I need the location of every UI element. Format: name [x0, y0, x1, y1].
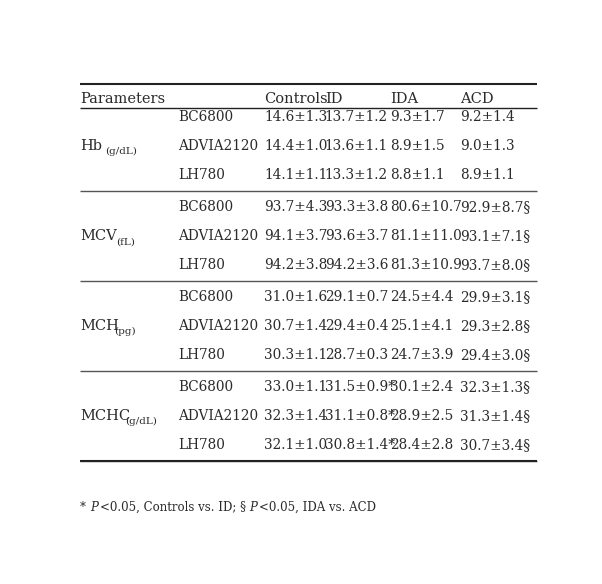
- Text: BC6800: BC6800: [178, 200, 233, 214]
- Text: 30.3±1.1: 30.3±1.1: [264, 347, 327, 361]
- Text: 14.6±1.3: 14.6±1.3: [264, 110, 327, 124]
- Text: BC6800: BC6800: [178, 290, 233, 304]
- Text: 81.3±10.9: 81.3±10.9: [390, 258, 462, 272]
- Text: (pg): (pg): [114, 327, 136, 336]
- Text: 30.8±1.4*: 30.8±1.4*: [325, 437, 395, 451]
- Text: 30.1±2.4: 30.1±2.4: [390, 380, 453, 394]
- Text: (g/dL): (g/dL): [125, 417, 157, 426]
- Text: BC6800: BC6800: [178, 110, 233, 124]
- Text: P: P: [249, 500, 257, 514]
- Text: 24.5±4.4: 24.5±4.4: [390, 290, 454, 304]
- Text: 24.7±3.9: 24.7±3.9: [390, 347, 453, 361]
- Text: BC6800: BC6800: [178, 380, 233, 394]
- Text: 29.3±2.8§: 29.3±2.8§: [460, 319, 530, 333]
- Text: 32.3±1.4: 32.3±1.4: [264, 409, 327, 423]
- Text: 33.0±1.1: 33.0±1.1: [264, 380, 327, 394]
- Text: MCH: MCH: [80, 319, 119, 333]
- Text: *: *: [80, 500, 90, 514]
- Text: 13.7±1.2: 13.7±1.2: [325, 110, 388, 124]
- Text: 31.5±0.9*: 31.5±0.9*: [325, 380, 395, 394]
- Text: <0.05, Controls vs. ID; §: <0.05, Controls vs. ID; §: [101, 500, 246, 514]
- Text: 31.3±1.4§: 31.3±1.4§: [460, 409, 530, 423]
- Text: 9.3±1.7: 9.3±1.7: [390, 110, 445, 124]
- Text: ADVIA2120: ADVIA2120: [178, 319, 258, 333]
- Text: 13.3±1.2: 13.3±1.2: [325, 168, 388, 182]
- Text: 29.1±0.7: 29.1±0.7: [325, 290, 388, 304]
- Text: 81.1±11.0: 81.1±11.0: [390, 229, 462, 243]
- Text: 93.7±4.3: 93.7±4.3: [264, 200, 327, 214]
- Text: 94.1±3.7: 94.1±3.7: [264, 229, 327, 243]
- Text: 29.4±0.4: 29.4±0.4: [325, 319, 388, 333]
- Text: 8.9±1.5: 8.9±1.5: [390, 139, 445, 153]
- Text: Hb: Hb: [80, 139, 102, 153]
- Text: 31.0±1.6: 31.0±1.6: [264, 290, 327, 304]
- Text: MCHC: MCHC: [80, 409, 130, 423]
- Text: 28.4±2.8: 28.4±2.8: [390, 437, 453, 451]
- Text: 29.9±3.1§: 29.9±3.1§: [460, 290, 530, 304]
- Text: ACD: ACD: [460, 92, 494, 106]
- Text: 93.1±7.1§: 93.1±7.1§: [460, 229, 530, 243]
- Text: ID: ID: [325, 92, 343, 106]
- Text: Controls: Controls: [264, 92, 328, 106]
- Text: 30.7±1.4: 30.7±1.4: [264, 319, 327, 333]
- Text: P: P: [91, 500, 99, 514]
- Text: 31.1±0.8*: 31.1±0.8*: [325, 409, 395, 423]
- Text: LH780: LH780: [178, 168, 225, 182]
- Text: 9.2±1.4: 9.2±1.4: [460, 110, 515, 124]
- Text: 93.6±3.7: 93.6±3.7: [325, 229, 388, 243]
- Text: 94.2±3.8: 94.2±3.8: [264, 258, 327, 272]
- Text: 8.8±1.1: 8.8±1.1: [390, 168, 445, 182]
- Text: 30.7±3.4§: 30.7±3.4§: [460, 437, 530, 451]
- Text: 8.9±1.1: 8.9±1.1: [460, 168, 515, 182]
- Text: 29.4±3.0§: 29.4±3.0§: [460, 347, 530, 361]
- Text: 94.2±3.6: 94.2±3.6: [325, 258, 388, 272]
- Text: (fL): (fL): [116, 237, 135, 246]
- Text: 32.3±1.3§: 32.3±1.3§: [460, 380, 530, 394]
- Text: 28.7±0.3: 28.7±0.3: [325, 347, 388, 361]
- Text: Parameters: Parameters: [80, 92, 165, 106]
- Text: 14.1±1.1: 14.1±1.1: [264, 168, 327, 182]
- Text: 28.9±2.5: 28.9±2.5: [390, 409, 453, 423]
- Text: LH780: LH780: [178, 258, 225, 272]
- Text: 9.0±1.3: 9.0±1.3: [460, 139, 515, 153]
- Text: ADVIA2120: ADVIA2120: [178, 139, 258, 153]
- Text: 14.4±1.0: 14.4±1.0: [264, 139, 327, 153]
- Text: LH780: LH780: [178, 347, 225, 361]
- Text: <0.05, IDA vs. ACD: <0.05, IDA vs. ACD: [259, 500, 376, 514]
- Text: 80.6±10.7: 80.6±10.7: [390, 200, 462, 214]
- Text: 93.3±3.8: 93.3±3.8: [325, 200, 388, 214]
- Text: ADVIA2120: ADVIA2120: [178, 229, 258, 243]
- Text: MCV: MCV: [80, 229, 117, 243]
- Text: 32.1±1.0: 32.1±1.0: [264, 437, 327, 451]
- Text: (g/dL): (g/dL): [105, 147, 137, 157]
- Text: LH780: LH780: [178, 437, 225, 451]
- Text: 25.1±4.1: 25.1±4.1: [390, 319, 453, 333]
- Text: IDA: IDA: [390, 92, 418, 106]
- Text: 92.9±8.7§: 92.9±8.7§: [460, 200, 530, 214]
- Text: 93.7±8.0§: 93.7±8.0§: [460, 258, 530, 272]
- Text: ADVIA2120: ADVIA2120: [178, 409, 258, 423]
- Text: 13.6±1.1: 13.6±1.1: [325, 139, 388, 153]
